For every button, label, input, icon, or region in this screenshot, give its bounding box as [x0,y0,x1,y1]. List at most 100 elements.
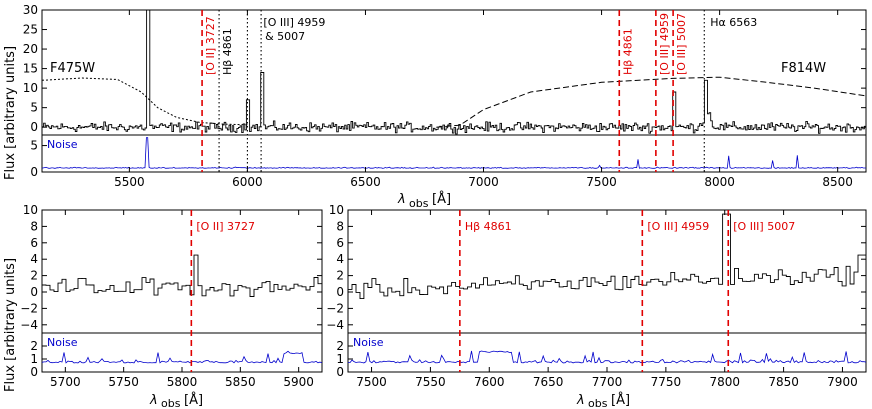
xlabel-top: λ obs [Å] [397,191,451,210]
xtick-label-bottom-left-5850: 5850 [225,375,256,389]
xtick-label-bottom-right-7750: 7750 [651,375,682,389]
svg-text:obs: obs [409,197,429,210]
ytick-label-top-30: 30 [23,3,38,17]
ytick-label-bottom-left-8: 8 [30,219,38,233]
ytick-label-top-10: 10 [23,81,38,95]
noise-line-bottom-left [42,350,322,364]
spectrum-line-bottom-left [42,254,322,297]
ytick-label-bottom-left--4: −4 [20,318,38,332]
ytick-label-top-25: 25 [23,23,38,37]
noise-ytick-label-bottom-left-1: 1 [30,352,38,366]
xtick-label-bottom-right-7700: 7700 [592,375,623,389]
noise-label-top: Noise [47,138,78,151]
plot-area-bottom-left [42,254,322,364]
line-label-top-5: [O III] 4959 [658,13,671,75]
svg-text:[Å]: [Å] [432,191,451,207]
ytick-label-bottom-right-10: 10 [329,203,344,217]
svg-text:λ: λ [149,393,158,408]
xtick-label-bottom-right-7800: 7800 [709,375,740,389]
filter-label-F475W: F475W [50,61,95,76]
line-label-bottom-right-0: Hβ 4861 [465,220,512,233]
xtick-label-top-6500: 6500 [350,175,381,189]
svg-text:obs: obs [588,397,608,409]
noise-ytick-label-bottom-left-0: 0 [30,365,38,379]
xtick-label-top-8500: 8500 [822,175,853,189]
svg-text:obs: obs [161,397,181,409]
line-label-bottom-right-1: [O III] 4959 [647,220,709,233]
ytick-label-bottom-right--2: −2 [326,301,344,315]
filter-curve-F814W [436,76,866,128]
xtick-label-bottom-left-5700: 5700 [50,375,81,389]
xtick-label-top-5500: 5500 [114,175,145,189]
plot-area-top [42,10,866,169]
xtick-label-bottom-left-5900: 5900 [283,375,314,389]
ytick-label-bottom-right-8: 8 [336,219,344,233]
ytick-label-bottom-left-0: 0 [30,285,38,299]
spectrum-line-bottom-right [348,213,866,300]
noise-frame-bottom-right [347,332,867,373]
noise-ytick-label-bottom-right-1: 1 [336,352,344,366]
ytick-label-bottom-right-2: 2 [336,269,344,283]
ytick-label-top-0: 0 [30,120,38,134]
xtick-label-bottom-right-7650: 7650 [533,375,564,389]
ytick-label-bottom-right-4: 4 [336,252,344,266]
noise-frame-bottom-left [41,332,323,373]
ytick-label-top-5: 5 [30,101,38,115]
xtick-label-top-7500: 7500 [586,175,617,189]
panel-bottom-left: [O II] 3727 Noise 5700 5750 5800 5850 5900 −4 −2… [20,203,323,389]
ytick-label-bottom-right--4: −4 [326,318,344,332]
xlabel-bottom-left: λ obs [Å] [149,392,203,409]
xtick-label-top-6000: 6000 [232,175,263,189]
line-label-top-7: Hα 6563 [710,16,757,29]
xtick-label-bottom-right-7600: 7600 [474,375,505,389]
line-label-top-2: [O III] 4959 [263,16,325,29]
xtick-label-top-8000: 8000 [704,175,735,189]
ytick-label-bottom-left--2: −2 [20,301,38,315]
xtick-label-bottom-left-5750: 5750 [108,375,139,389]
line-label-top-4: Hβ 4861 [621,28,634,75]
noise-ytick-label-top-0: 0 [30,165,38,179]
noise-label-bottom-right: Noise [353,336,384,349]
plot-area-bottom-right [348,213,866,364]
ytick-label-top-20: 20 [23,42,38,56]
filter-label-F814W: F814W [781,61,826,76]
svg-text:λ: λ [576,393,585,408]
svg-text:[Å]: [Å] [184,392,203,408]
spectrum-line-top [42,10,866,135]
noise-line-bottom-right [348,350,866,364]
line-label-top-3: & 5007 [265,30,305,43]
xtick-label-bottom-left-5800: 5800 [167,375,198,389]
xtick-label-bottom-right-7900: 7900 [827,375,858,389]
ylabel-top: Flux [arbitrary units] [3,46,18,180]
ytick-label-bottom-left-4: 4 [30,252,38,266]
xtick-label-bottom-right-7500: 7500 [356,375,387,389]
ytick-label-top-15: 15 [23,62,38,76]
noise-ytick-label-bottom-right-2: 2 [336,339,344,353]
xtick-label-bottom-right-7550: 7550 [415,375,446,389]
ylabel-bottom: Flux [arbitrary units] [3,258,18,392]
svg-text:[Å]: [Å] [611,392,630,408]
xtick-label-bottom-right-7850: 7850 [768,375,799,389]
line-label-bottom-left-0: [O II] 3727 [196,220,255,233]
noise-frame-top [41,134,867,173]
noise-ytick-label-top-5: 5 [30,139,38,153]
panel-bottom-right: Hβ 4861 [O III] 4959 [O III] 5007 Noise 7500… [326,203,867,389]
xtick-label-top-7000: 7000 [468,175,499,189]
noise-label-bottom-left: Noise [47,336,78,349]
filter-curve-F475W [42,77,248,126]
ytick-label-bottom-right-6: 6 [336,236,344,250]
line-label-top-6: [O III] 5007 [675,13,688,75]
ytick-label-bottom-left-10: 10 [23,203,38,217]
svg-text:λ: λ [397,192,406,207]
ytick-label-bottom-left-6: 6 [30,236,38,250]
noise-ytick-label-bottom-right-0: 0 [336,365,344,379]
line-label-top-0: [O II] 3727 [204,16,217,75]
noise-line-top [42,137,866,169]
xlabel-bottom-right: λ obs [Å] [576,392,630,409]
ytick-label-bottom-left-2: 2 [30,269,38,283]
noise-ytick-label-bottom-left-2: 2 [30,339,38,353]
flux-frame-bottom-left [41,209,323,334]
line-label-bottom-right-2: [O III] 5007 [733,220,795,233]
panel-top: [O II] 3727 Hβ 4861[O III] 4959& 5007 Hβ 4… [23,3,867,189]
